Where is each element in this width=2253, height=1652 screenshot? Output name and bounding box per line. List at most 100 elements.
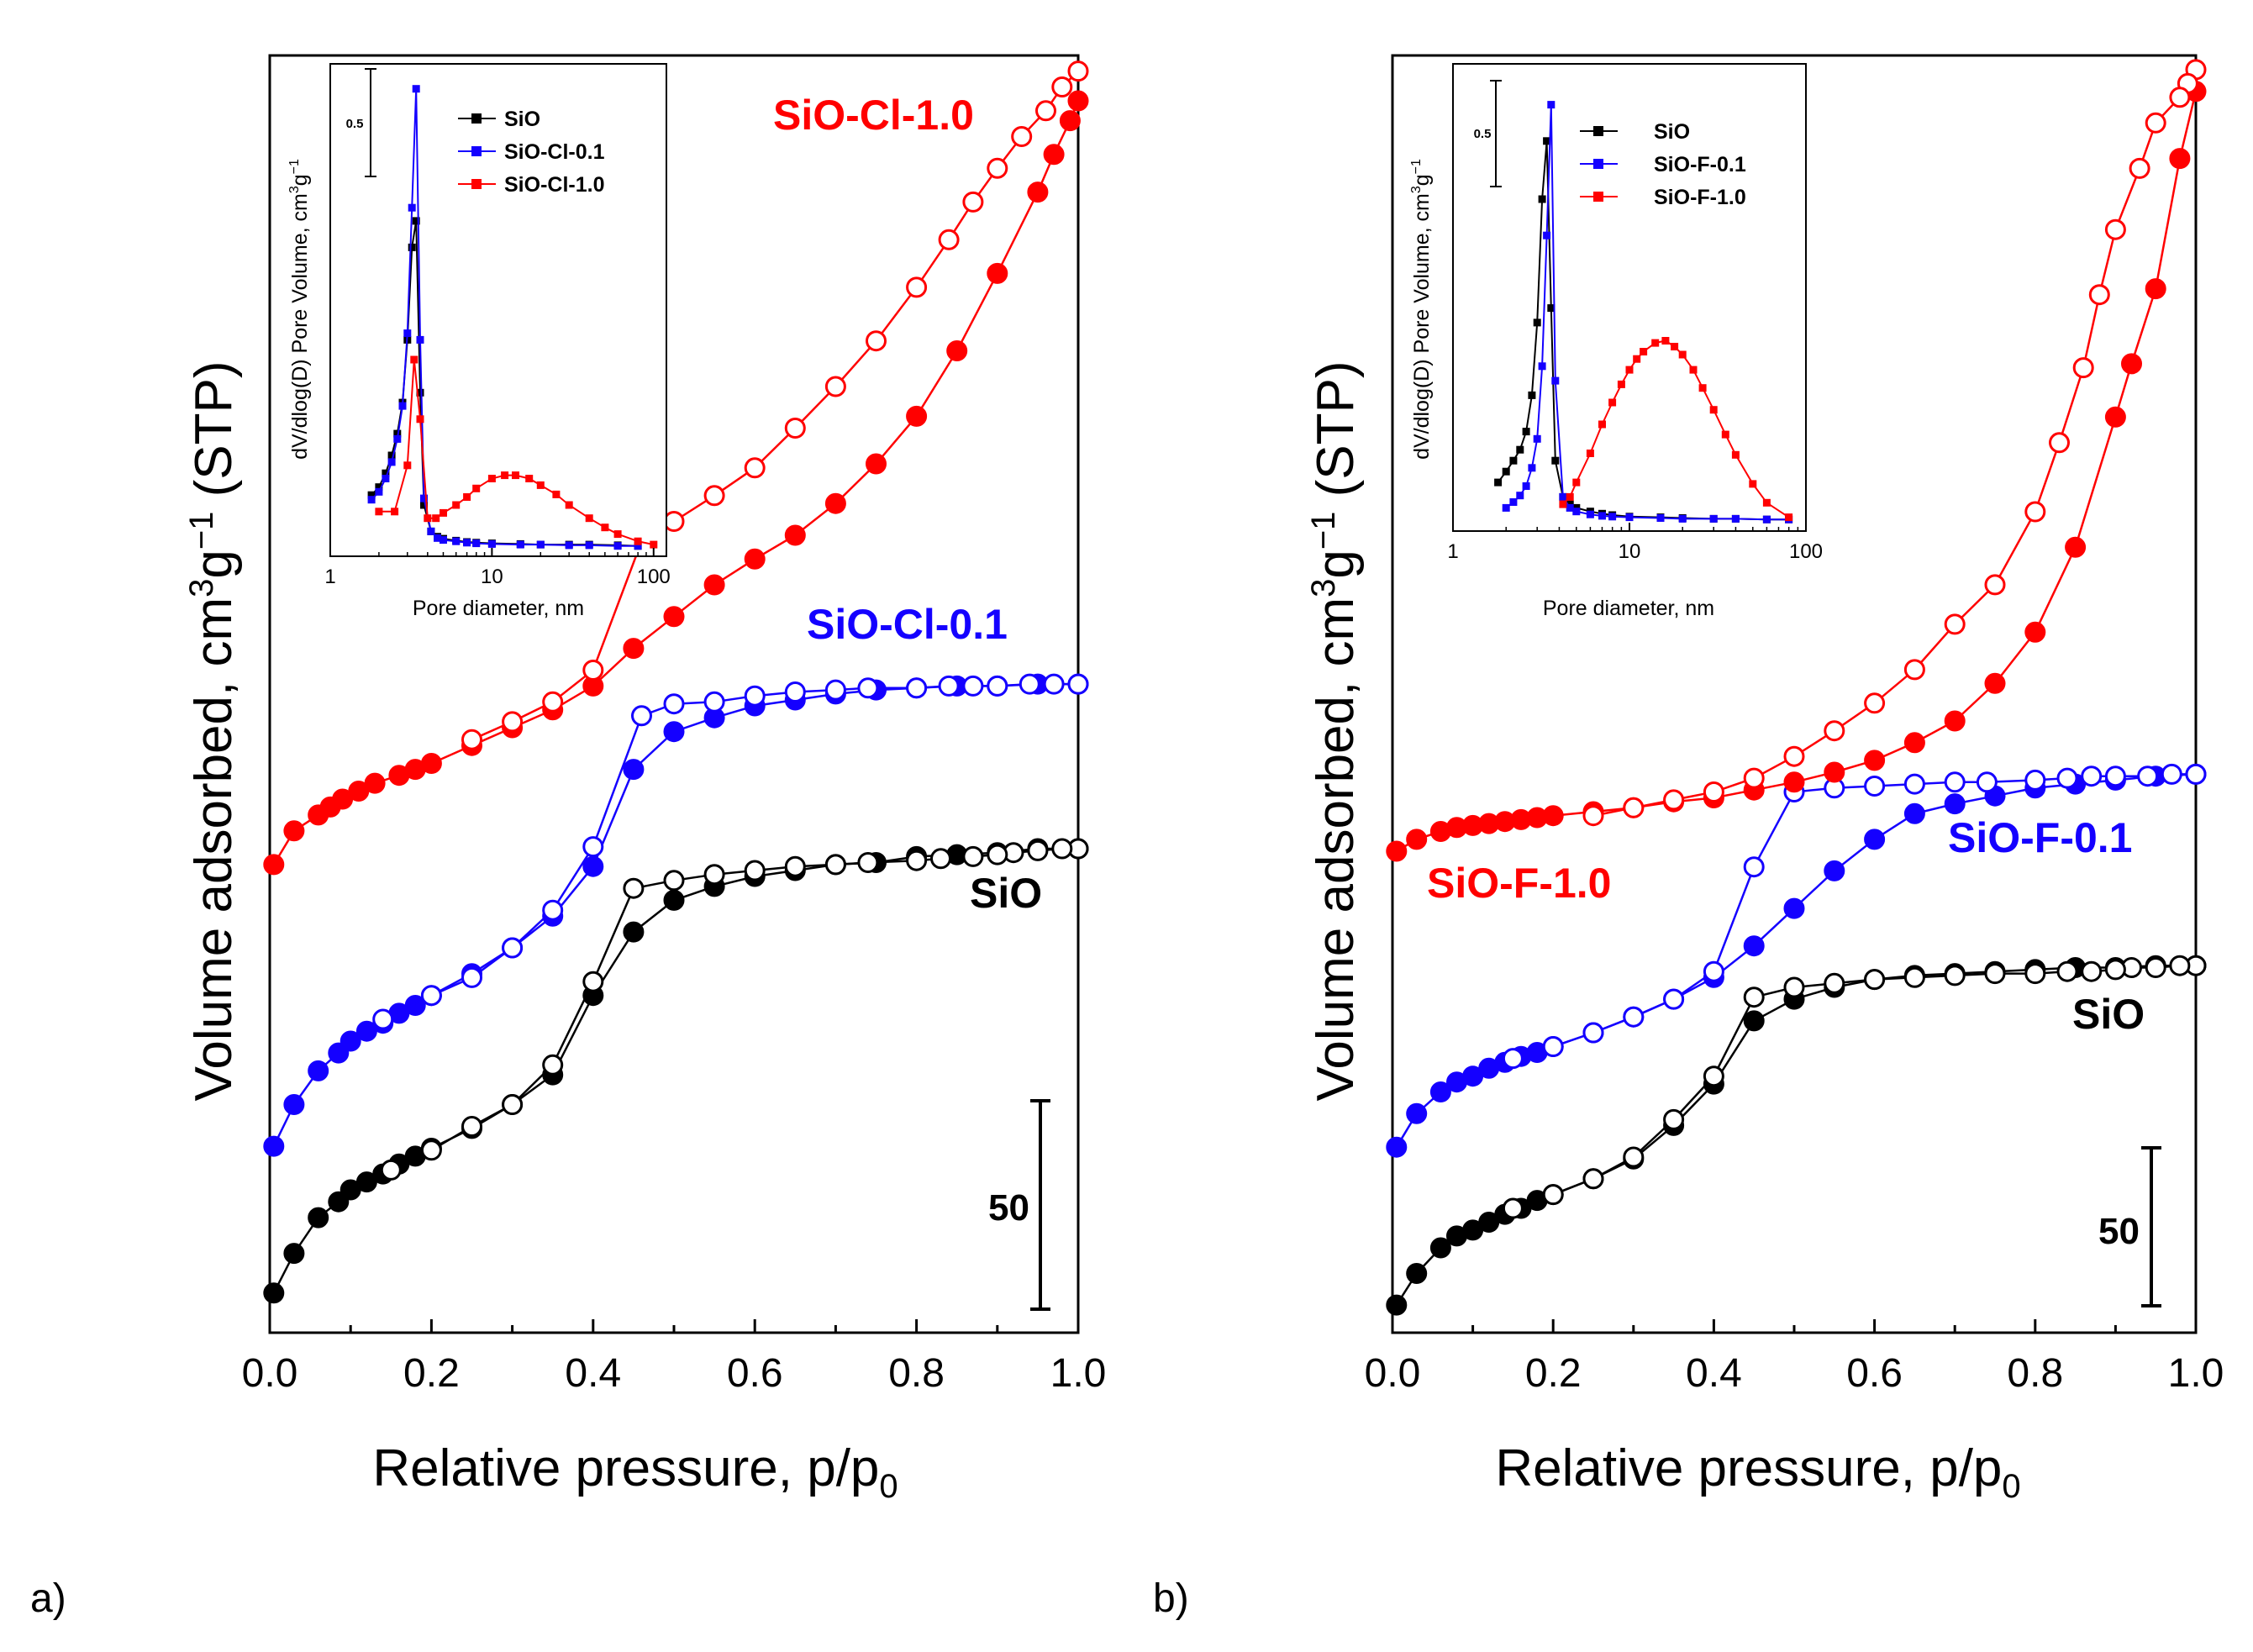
inset-data-point-sio-cl-0.1 [434, 534, 441, 542]
inset-legend-sio-cl-0.1: SiO-Cl-0.1 [504, 140, 605, 164]
series-label-sio: SiO [970, 870, 1042, 917]
data-point-sio-cl-1.0-desorption [703, 485, 725, 507]
data-point-sio-f-0.1-adsorption [1429, 1081, 1451, 1102]
inset-data-point-sio-f-1.0 [1608, 398, 1617, 407]
panel-label: b) [1153, 1576, 1189, 1621]
inset-data-point-sio-cl-0.1 [427, 527, 435, 535]
inset-data-point-sio [1533, 318, 1541, 327]
inset-curves [1494, 101, 1793, 523]
inset-x-tick-label: 1 [1447, 540, 1458, 563]
inset-data-point-sio-cl-1.0 [585, 514, 593, 523]
x-tick-label: 0.6 [1846, 1351, 1903, 1396]
data-point-sio-cl-0.1-desorption [663, 693, 685, 715]
x-tick-label: 1.0 [2168, 1351, 2224, 1396]
inset-data-point-sio-f-1.0 [1709, 406, 1718, 414]
data-point-sio-cl-0.1-desorption [1043, 673, 1065, 695]
data-point-sio-desorption [1703, 1065, 1724, 1087]
inset-data-point-sio-cl-1.0 [525, 475, 534, 482]
inset-data-point-sio-f-0.1 [1572, 508, 1581, 516]
data-point-sio-cl-1.0-desorption [1051, 76, 1073, 97]
data-point-sio-cl-1.0-adsorption [1043, 144, 1065, 166]
data-point-sio-desorption [1582, 1168, 1604, 1190]
inset-data-point-sio [387, 451, 396, 460]
data-point-sio-f-0.1-desorption [2081, 765, 2103, 787]
data-point-sio-cl-0.1-desorption [542, 899, 564, 921]
data-point-sio-f-0.1-desorption [1976, 771, 1998, 793]
data-point-sio-cl-0.1-desorption [962, 675, 984, 697]
scale-bar-label: 50 [2098, 1211, 2140, 1252]
data-point-sio-cl-0.1-adsorption [308, 1060, 329, 1081]
inset-data-point-sio-cl-0.1 [613, 542, 622, 550]
x-tick-label: 0.4 [565, 1351, 621, 1396]
data-point-sio-cl-1.0-adsorption [784, 524, 806, 546]
inset-x-axis-ticks: 1 10 100 [1447, 523, 1823, 563]
x-tick-label: 0.4 [1686, 1351, 1742, 1396]
data-point-sio-f-1.0-desorption [2072, 357, 2094, 379]
data-point-sio-desorption [1903, 966, 1925, 988]
inset-data-point-sio-f-1.0 [1651, 339, 1660, 347]
data-point-sio-desorption [744, 860, 766, 881]
data-point-sio-desorption [1542, 1184, 1564, 1206]
data-point-sio-cl-1.0-desorption [663, 511, 685, 532]
data-point-sio-cl-1.0-desorption [962, 191, 984, 213]
data-point-sio-cl-1.0-adsorption [824, 492, 846, 514]
data-point-sio-cl-1.0-adsorption [364, 772, 386, 794]
data-point-sio-f-0.1-adsorption [1903, 802, 1925, 824]
data-point-sio-cl-1.0-adsorption [263, 854, 285, 876]
inset-data-point-sio-f-0.1 [1608, 513, 1617, 521]
inset-data-point-sio-cl-1.0 [416, 415, 424, 424]
data-point-sio-cl-1.0-adsorption [623, 638, 645, 660]
isotherm-curves [1386, 59, 2207, 1316]
inset-x-axis-ticks: 1 10 100 [324, 548, 671, 588]
inset-data-point-sio [1543, 137, 1551, 145]
inset-data-point-sio-cl-1.0 [552, 490, 561, 498]
data-point-sio-f-1.0-adsorption [1824, 761, 1845, 783]
data-point-sio-f-0.1-desorption [1864, 776, 1886, 797]
inset-legend-sio: SiO [1654, 120, 1690, 144]
inset-data-point-sio-f-1.0 [1678, 350, 1687, 359]
inset-data-point-sio-cl-1.0 [650, 540, 658, 549]
data-point-sio-cl-0.1-adsorption [283, 1094, 305, 1115]
data-point-sio-f-0.1-desorption [1903, 773, 1925, 795]
data-point-sio-cl-0.1-desorption [824, 679, 846, 701]
inset-data-point-sio-cl-0.1 [393, 434, 402, 443]
inset-data-point-sio-f-0.1 [1586, 510, 1594, 518]
inset-data-point-sio [1516, 445, 1524, 454]
data-point-sio-cl-0.1-desorption [744, 685, 766, 707]
data-point-sio-cl-0.1-adsorption [663, 721, 685, 743]
x-axis-title: Relative pressure, p/p0 [372, 1439, 898, 1505]
data-point-sio-cl-0.1-desorption [582, 836, 604, 858]
data-point-sio-desorption [542, 1054, 564, 1076]
data-point-sio-cl-1.0-adsorption [866, 453, 887, 475]
inset-data-point-sio-f-0.1 [1551, 376, 1560, 385]
inset-legend-sio: SiO [504, 108, 540, 131]
x-tick-label: 0.2 [1525, 1351, 1582, 1396]
data-point-sio-f-0.1-desorption [1623, 1006, 1645, 1028]
data-point-sio-desorption [380, 1159, 402, 1181]
inset-x-tick-label: 1 [324, 566, 335, 588]
data-point-sio-cl-1.0-adsorption [1059, 110, 1081, 132]
data-point-sio-desorption [663, 870, 685, 892]
inset-data-point-sio-cl-0.1 [452, 537, 461, 545]
inset-data-point-sio-f-1.0 [1566, 492, 1574, 501]
data-point-sio-f-1.0-adsorption [2104, 406, 2126, 428]
data-point-sio-desorption [1502, 1197, 1524, 1219]
inset-data-point-sio-cl-1.0 [487, 475, 496, 482]
data-point-sio-desorption [2056, 960, 2078, 982]
inset-data-point-sio-cl-0.1 [487, 539, 496, 548]
inset-data-point-sio-cl-1.0 [565, 501, 573, 509]
inset-data-point-sio-f-1.0 [1721, 430, 1729, 439]
x-tick-label: 0.8 [2007, 1351, 2063, 1396]
data-point-sio-f-1.0-desorption [1783, 745, 1805, 767]
x-tick-label: 0.8 [888, 1351, 945, 1396]
data-point-sio-desorption [962, 845, 984, 867]
inset-data-point-sio-cl-0.1 [382, 475, 390, 482]
data-point-sio-f-0.1-desorption [2056, 767, 2078, 789]
data-point-sio-f-1.0-desorption [1903, 659, 1925, 681]
data-point-sio-cl-0.1-desorption [784, 681, 806, 702]
data-point-sio-cl-1.0-desorption [1011, 126, 1033, 147]
inset-data-point-sio-cl-0.1 [412, 85, 420, 93]
data-point-sio-f-0.1-desorption [1663, 988, 1685, 1010]
data-point-sio-adsorption [263, 1282, 285, 1304]
data-point-sio-f-1.0-desorption [1623, 797, 1645, 818]
